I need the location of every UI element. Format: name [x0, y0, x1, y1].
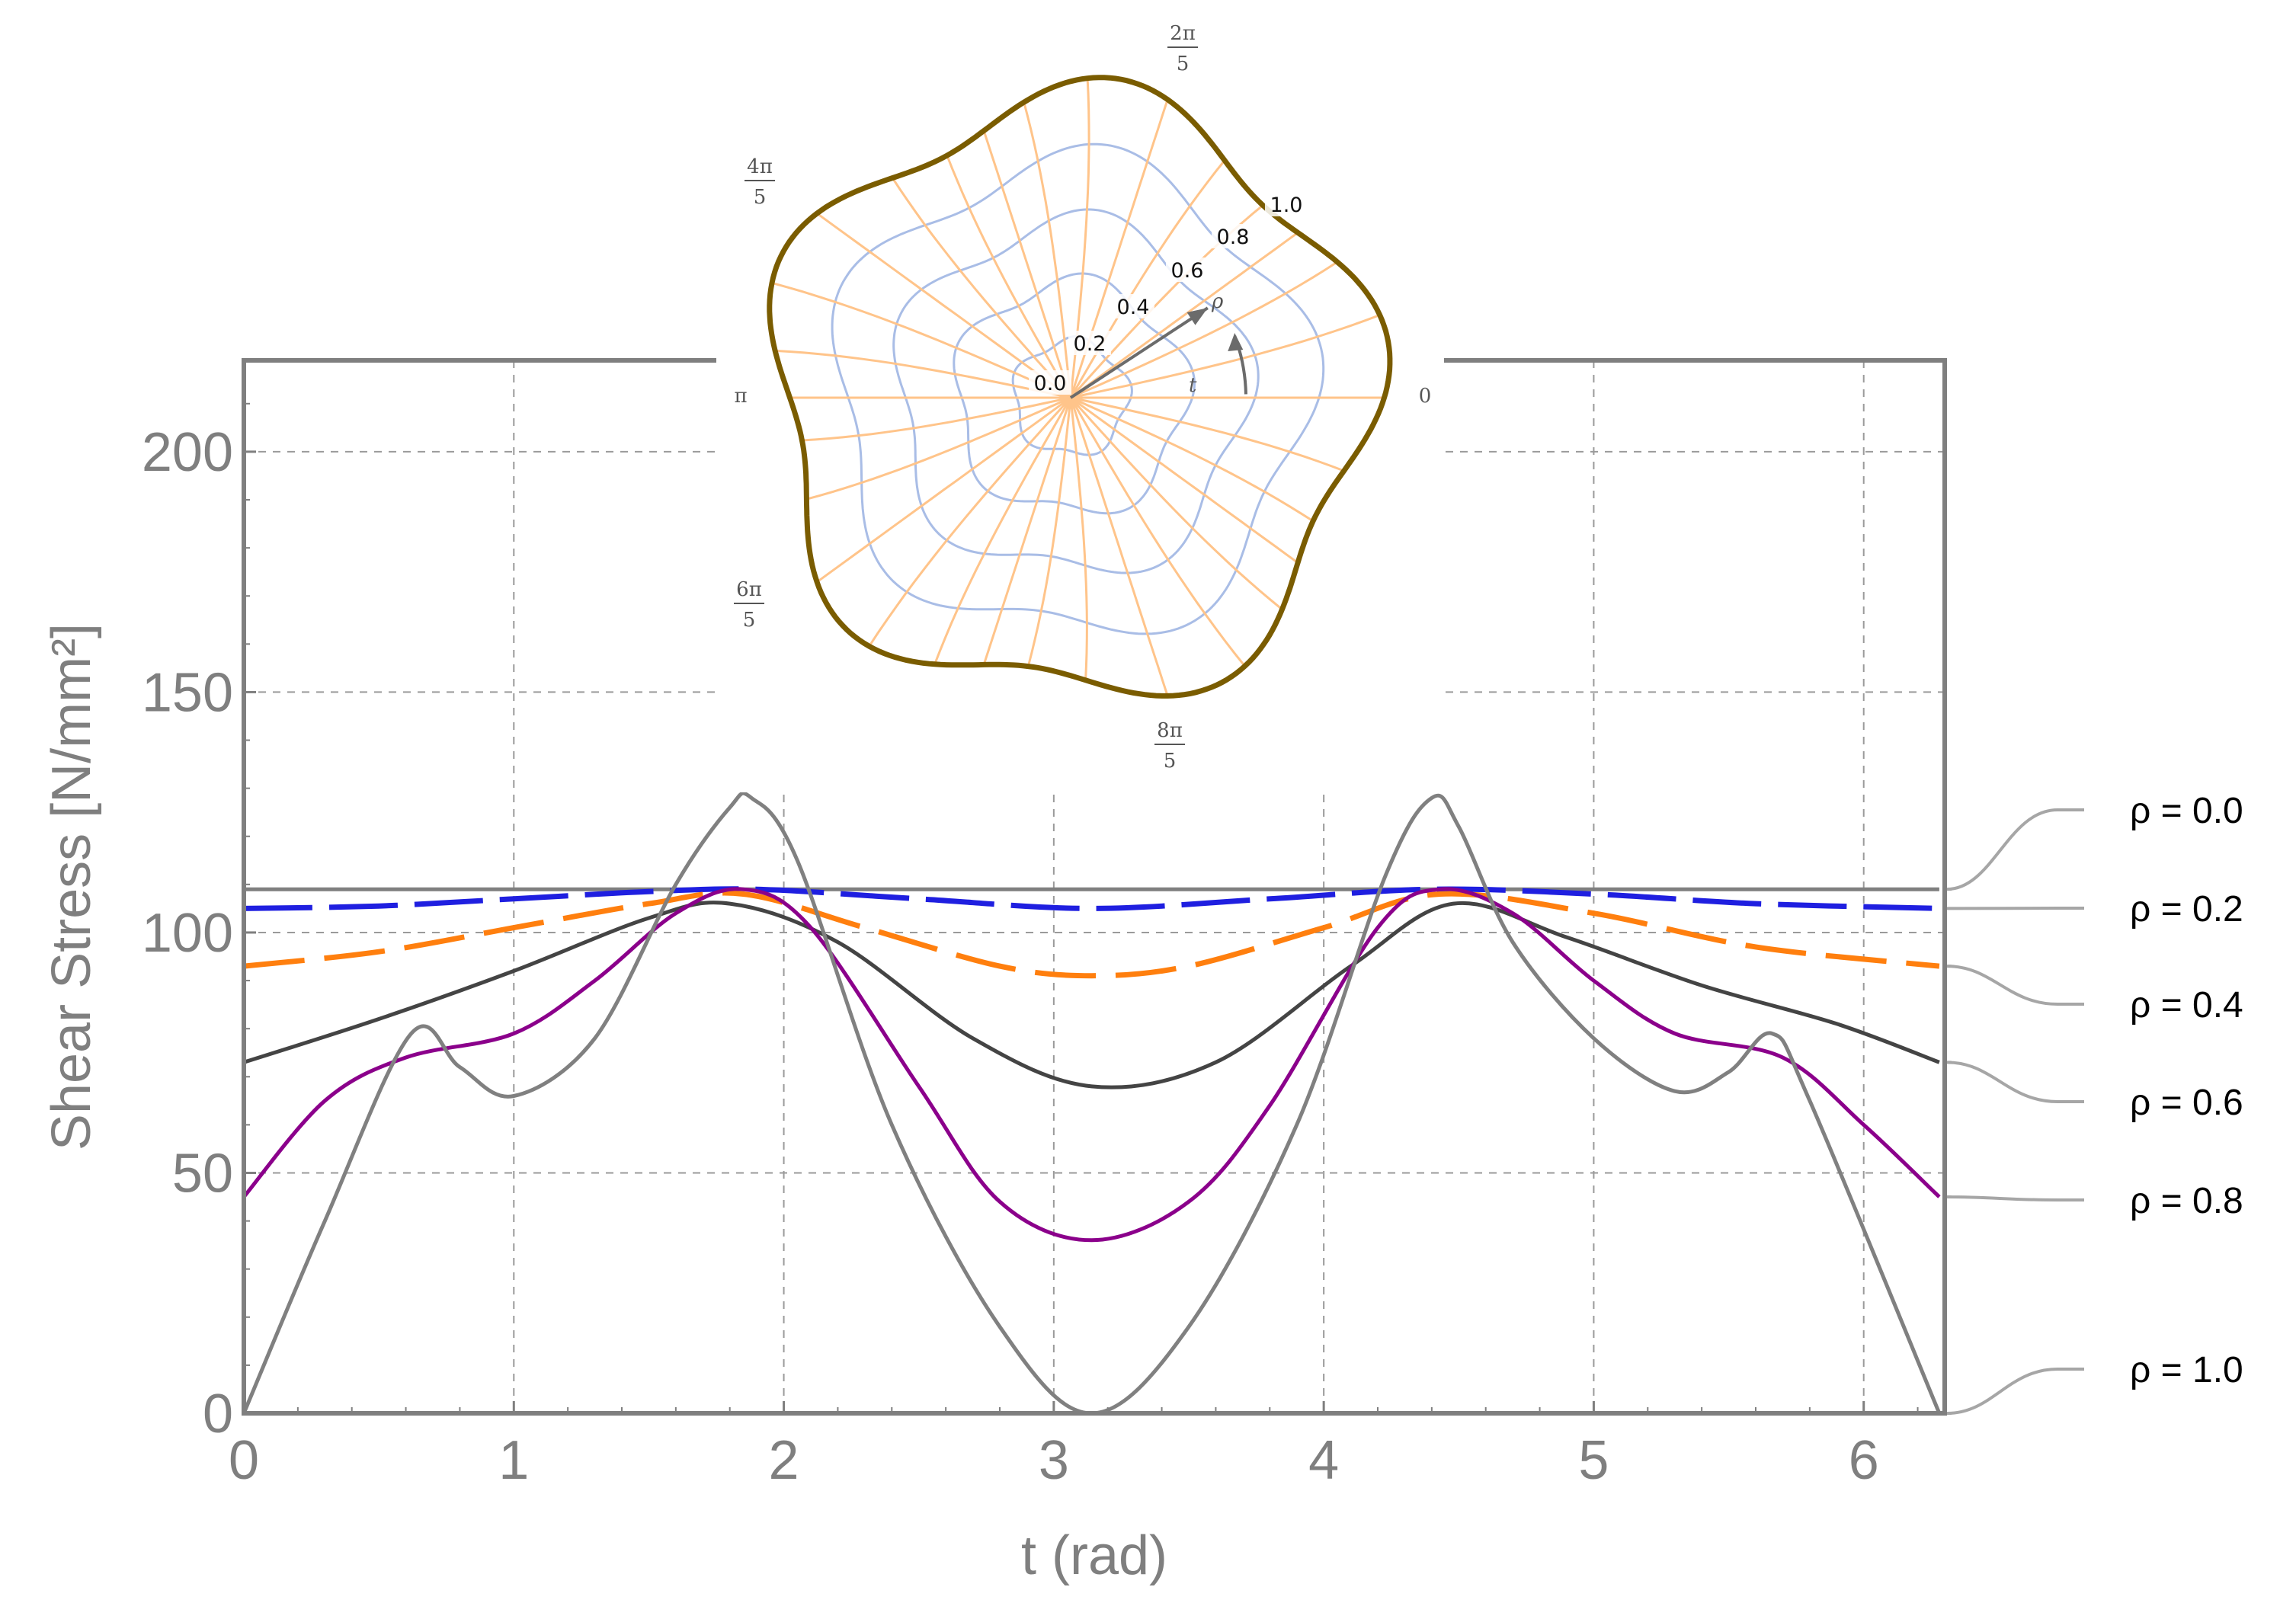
- angle-label-numerator: 4π: [747, 155, 773, 178]
- radial-label: 0.4: [1117, 296, 1150, 319]
- x-tick-label: 1: [498, 1430, 529, 1491]
- legend-label: ρ = 0.4: [2130, 985, 2243, 1025]
- series-line-3: [243, 901, 1940, 1089]
- polar-radial-line: [1026, 397, 1072, 667]
- polar-radial-line: [1070, 261, 1338, 399]
- polar-radial-line: [982, 130, 1072, 398]
- polar-radial-line: [771, 281, 1071, 399]
- y-tick-label: 200: [142, 422, 233, 483]
- angle-label-denominator: 5: [1164, 750, 1177, 773]
- angle-label: 0: [1419, 385, 1432, 408]
- radial-label-bg: [1212, 224, 1254, 248]
- legend-label: ρ = 1.0: [2130, 1350, 2243, 1390]
- radial-label: 1.0: [1270, 194, 1303, 217]
- polar-radial-line: [1070, 396, 1299, 564]
- series-line-5: [242, 791, 1942, 1416]
- polar-radial-line: [1069, 397, 1246, 667]
- y-tick-label: 150: [142, 662, 233, 723]
- polar-radial-line: [1069, 159, 1226, 398]
- radial-label: 0.6: [1171, 259, 1204, 283]
- y-tick-label: 50: [172, 1143, 233, 1204]
- polar-radial-line: [806, 396, 1071, 501]
- legend-connector: [1946, 965, 2084, 1006]
- radial-label-bg: [1112, 294, 1154, 318]
- radial-label-bg: [1166, 258, 1209, 282]
- polar-radial-line: [868, 396, 1072, 648]
- polar-cross-section-inset: ρ t 0.0 0.2 0.4 0.6 0.8 1.0 2π 5 4π 5 π 6π 5 8π 5 0: [716, 15, 1444, 792]
- radial-label: 0.2: [1074, 332, 1106, 356]
- rho-arrowhead: [1186, 308, 1208, 325]
- legend-label: ρ = 0.0: [2130, 791, 2243, 831]
- legend-label: ρ = 0.2: [2130, 889, 2243, 929]
- angle-label: π: [734, 385, 747, 408]
- angle-label-denominator: 5: [1177, 53, 1190, 75]
- series-line-1: [243, 886, 1939, 911]
- polar-radial-line: [1023, 101, 1072, 398]
- angle-label-numerator: 6π: [736, 578, 762, 601]
- legend-connector: [1946, 808, 2084, 891]
- legend-label: ρ = 0.8: [2130, 1181, 2243, 1221]
- legend-connector: [1946, 1368, 2084, 1415]
- polar-radial-line: [1070, 396, 1345, 472]
- t-symbol: t: [1189, 374, 1197, 397]
- angle-label-denominator: 5: [743, 609, 756, 632]
- x-tick-label: 3: [1039, 1430, 1069, 1491]
- legend-connector: [1946, 1195, 2084, 1201]
- plot-series: [242, 791, 1942, 1416]
- angle-label-numerator: 8π: [1157, 719, 1183, 742]
- polar-radial-line: [1069, 396, 1283, 610]
- polar-radial-line: [946, 155, 1072, 398]
- polar-radial-line: [802, 396, 1071, 442]
- t-arc-arrowhead: [1228, 332, 1244, 351]
- x-tick-label: 4: [1308, 1430, 1339, 1491]
- polar-radial-line: [1070, 232, 1299, 399]
- x-tick-label: 0: [229, 1430, 259, 1491]
- series-line-4: [242, 887, 1941, 1243]
- angle-label-numerator: 2π: [1170, 22, 1196, 45]
- plot-ticks: 0 1 2 3 4 5 6 0 50 100 150 200: [142, 402, 1919, 1491]
- rho-symbol: ρ: [1211, 290, 1224, 313]
- polar-radial-line: [1069, 397, 1169, 696]
- polar-radial-line: [1069, 397, 1088, 680]
- x-axis-label: t (rad): [1021, 1525, 1167, 1586]
- radial-label: 0.8: [1217, 226, 1250, 249]
- polar-radial-line: [891, 177, 1072, 399]
- x-tick-label: 5: [1578, 1430, 1609, 1491]
- series-line-2: [243, 890, 1940, 979]
- rho-arrow: [1069, 306, 1209, 399]
- y-tick-label: 100: [142, 903, 233, 964]
- polar-radial-line: [1070, 396, 1314, 523]
- legend-connector: [1946, 1061, 2084, 1103]
- y-axis-label: Shear Stress [N/mm²]: [41, 623, 102, 1150]
- radial-label-bg: [1265, 192, 1308, 216]
- y-tick-label: 0: [203, 1384, 233, 1445]
- radial-label-bg: [1068, 331, 1111, 355]
- polar-boundary: [767, 75, 1393, 699]
- x-tick-label: 6: [1849, 1430, 1879, 1491]
- polar-radial-line: [933, 397, 1072, 665]
- radial-label-bg: [1029, 370, 1071, 395]
- polar-radial-line: [982, 397, 1072, 665]
- radial-label: 0.0: [1034, 372, 1067, 395]
- legend-label: ρ = 0.6: [2130, 1083, 2243, 1123]
- x-tick-label: 2: [769, 1430, 799, 1491]
- angle-label-denominator: 5: [754, 186, 767, 209]
- polar-radial-line: [1070, 314, 1381, 399]
- legend: ρ = 0.0 ρ = 0.2 ρ = 0.4 ρ = 0.6 ρ = 0.8 ρ = 1…: [1946, 791, 2243, 1415]
- polar-radial-line: [816, 396, 1071, 584]
- polar-radial-line: [816, 212, 1071, 399]
- polar-radial-line: [775, 349, 1071, 399]
